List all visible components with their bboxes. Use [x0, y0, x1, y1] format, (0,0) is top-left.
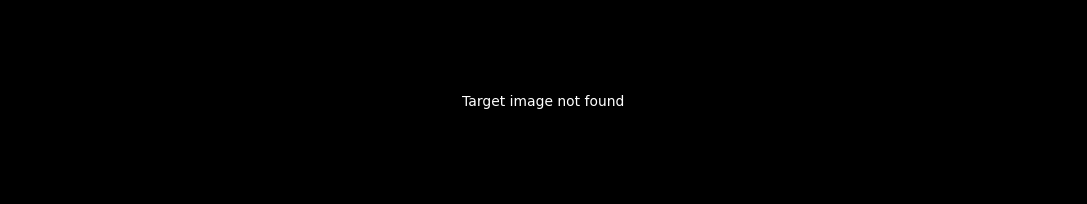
- Text: Target image not found: Target image not found: [462, 95, 625, 109]
